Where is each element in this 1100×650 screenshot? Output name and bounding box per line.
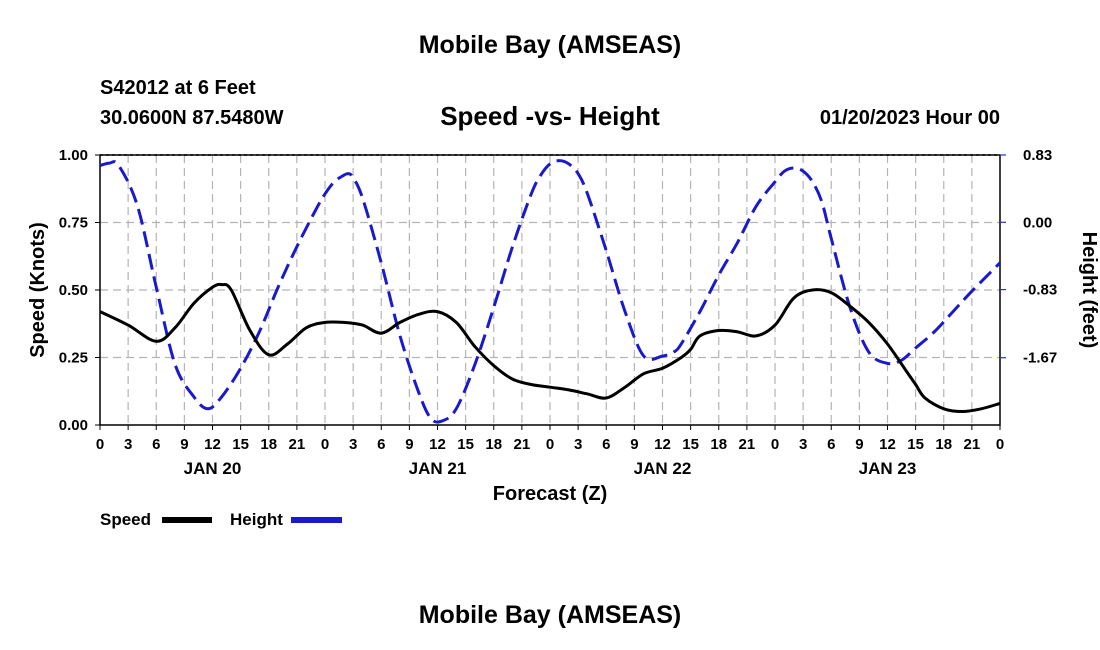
legend-speed-label: Speed xyxy=(100,510,151,529)
x-tick-label: 6 xyxy=(377,436,385,453)
x-tick-label: 15 xyxy=(682,436,699,453)
y-tick-label-right: 0.00 xyxy=(1023,214,1052,231)
x-tick-label: 0 xyxy=(771,436,779,453)
x-tick-label: 18 xyxy=(935,436,952,453)
x-tick-label: 21 xyxy=(289,436,306,453)
coordinates-label: 30.0600N 87.5480W xyxy=(100,107,284,129)
station-label: S42012 at 6 Feet xyxy=(100,77,256,99)
x-tick-label: 21 xyxy=(739,436,756,453)
x-tick-label: 0 xyxy=(321,436,329,453)
y-tick-label-left: 0.50 xyxy=(59,282,88,299)
x-tick-label: 3 xyxy=(124,436,132,453)
x-tick-label: 9 xyxy=(180,436,188,453)
tick-labels: 0 3 6 9 12 15 18 21 0 3 6 9 12 15 18 21 0 3 6 9 12 15 18 21 0 3 6 9… xyxy=(59,147,1057,478)
y-tick-label-left: 0.00 xyxy=(59,417,88,434)
legend: Speed Height xyxy=(100,510,342,529)
x-day-label: JAN 22 xyxy=(634,459,692,478)
legend-height-label: Height xyxy=(230,510,283,529)
x-tick-label: 6 xyxy=(152,436,160,453)
x-day-label: JAN 23 xyxy=(859,459,917,478)
y-axis-label-left: Speed (Knots) xyxy=(27,222,49,358)
x-tick-label: 3 xyxy=(799,436,807,453)
x-tick-label: 18 xyxy=(710,436,727,453)
axis-ticks xyxy=(95,154,1006,430)
x-tick-label: 15 xyxy=(907,436,924,453)
chart-subtitle: Speed -vs- Height xyxy=(440,101,660,131)
x-tick-label: 12 xyxy=(654,436,671,453)
grid-lines xyxy=(100,155,1000,425)
x-tick-label: 6 xyxy=(827,436,835,453)
x-tick-label: 3 xyxy=(349,436,357,453)
x-axis-label: Forecast (Z) xyxy=(493,483,607,505)
x-tick-label: 12 xyxy=(879,436,896,453)
y-tick-label-right: 0.83 xyxy=(1023,147,1052,164)
y-tick-label-right: -0.83 xyxy=(1023,282,1057,299)
x-tick-label: 0 xyxy=(546,436,554,453)
x-tick-label: 9 xyxy=(405,436,413,453)
x-day-label: JAN 20 xyxy=(184,459,242,478)
y-tick-label-left: 0.75 xyxy=(59,215,88,232)
y-tick-label-right: -1.67 xyxy=(1023,350,1057,367)
forecast-date-label: 01/20/2023 Hour 00 xyxy=(819,107,1000,129)
x-tick-label: 0 xyxy=(96,436,104,453)
x-tick-label: 15 xyxy=(232,436,249,453)
y-tick-label-left: 0.25 xyxy=(59,350,88,367)
y-tick-label-left: 1.00 xyxy=(59,147,88,164)
x-tick-label: 18 xyxy=(485,436,502,453)
speed-series-line xyxy=(99,282,1001,413)
x-tick-label: 0 xyxy=(996,436,1004,453)
x-tick-label: 21 xyxy=(514,436,531,453)
chart-main-title: Mobile Bay (AMSEAS) xyxy=(418,31,682,59)
x-day-label: JAN 21 xyxy=(409,459,467,478)
x-tick-label: 15 xyxy=(457,436,474,453)
second-chart-title: Mobile Bay (AMSEAS) xyxy=(418,601,682,629)
y-axis-label-right: Height (feet) xyxy=(1078,232,1100,349)
x-tick-label: 9 xyxy=(630,436,638,453)
x-tick-label: 18 xyxy=(260,436,277,453)
x-tick-label: 12 xyxy=(429,436,446,453)
x-tick-label: 9 xyxy=(855,436,863,453)
x-tick-label: 21 xyxy=(964,436,981,453)
x-tick-label: 6 xyxy=(602,436,610,453)
x-tick-label: 3 xyxy=(574,436,582,453)
height-series-line xyxy=(99,159,1002,424)
x-tick-label: 12 xyxy=(204,436,221,453)
data-series xyxy=(99,159,1002,424)
